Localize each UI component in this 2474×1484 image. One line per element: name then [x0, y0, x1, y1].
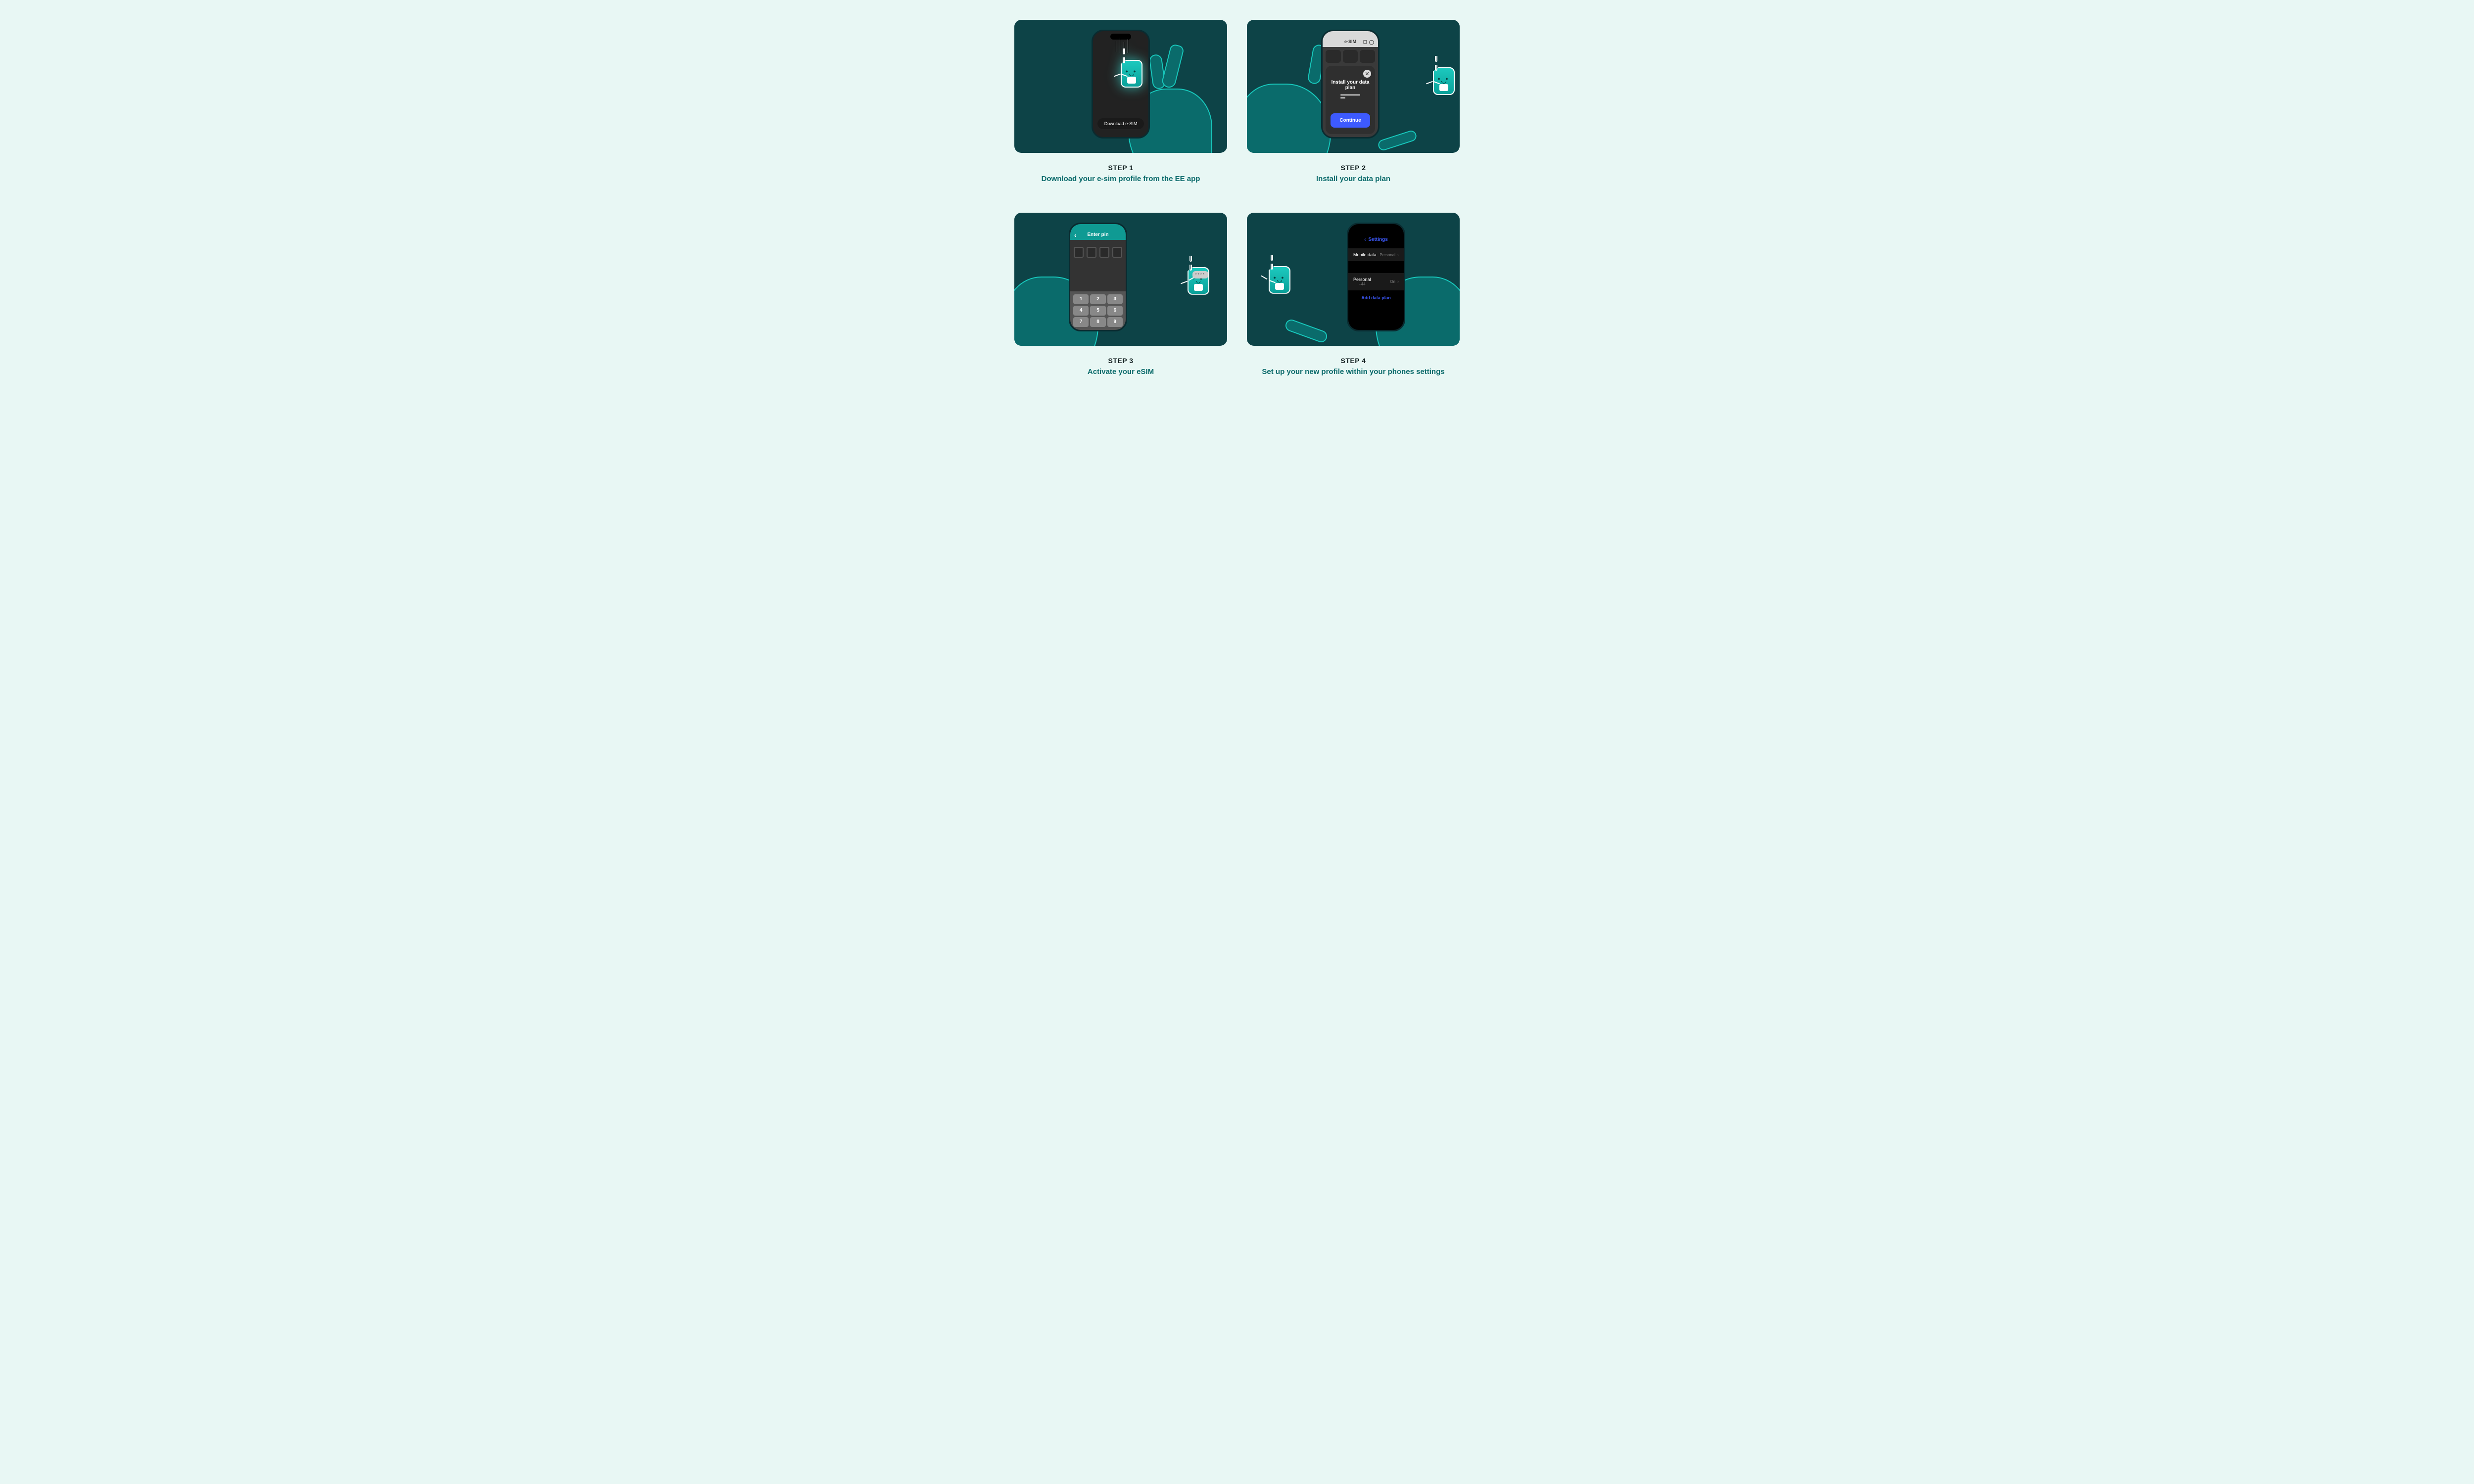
install-sheet: ✕ Install your data plan Continue [1326, 66, 1375, 134]
key-7[interactable]: 7 [1073, 317, 1089, 327]
key-1[interactable]: 1 [1073, 294, 1089, 304]
phone-mockup: ● ● Download e-SIM [1092, 30, 1150, 139]
phone-mockup: ‹ Enter pin 1 2 3 4 5 6 [1069, 223, 1127, 331]
sim-character-icon: ● ● [1121, 60, 1142, 88]
hand-illustration [1161, 44, 1185, 89]
bag-icon: ☐ [1363, 40, 1367, 45]
key-8[interactable]: 8 [1090, 317, 1105, 327]
step-3-label: STEP 3 [1014, 357, 1227, 365]
hand-illustration [1377, 129, 1418, 152]
row-value: On [1390, 279, 1395, 284]
phone-mockup: ‹ Settings Mobile data Personal› Persona… [1347, 223, 1405, 331]
step-1-description: Download your e-sim profile from the EE … [1014, 175, 1227, 183]
phone-mockup: e-SIM ☐ ◯ ✕ Install your data plan [1321, 30, 1380, 139]
step-2-panel: e-SIM ☐ ◯ ✕ Install your data plan [1247, 20, 1460, 153]
key-3[interactable]: 3 [1107, 294, 1123, 304]
key-9[interactable]: 9 [1107, 317, 1123, 327]
key-4[interactable]: 4 [1073, 306, 1089, 316]
row-sublabel: +44 [1353, 282, 1371, 286]
steps-grid: ● ● Download e-SIM STEP 1 Download [1014, 20, 1460, 376]
step-4-description: Set up your new profile within your phon… [1247, 368, 1460, 376]
step-4: ‹ Settings Mobile data Personal› Persona… [1247, 213, 1460, 376]
step-3: ‹ Enter pin 1 2 3 4 5 6 [1014, 213, 1227, 376]
mobile-data-row[interactable]: Mobile data Personal› [1348, 248, 1404, 261]
download-esim-button[interactable]: Download e-SIM [1097, 118, 1144, 129]
add-data-plan-link[interactable]: Add data plan [1348, 290, 1404, 305]
sim-character-icon: ● ● [1269, 266, 1290, 294]
screen-header-title: e-SIM [1344, 39, 1356, 44]
step-2: e-SIM ☐ ◯ ✕ Install your data plan [1247, 20, 1460, 183]
phone-screen: ‹ Settings Mobile data Personal› Persona… [1348, 224, 1404, 330]
settings-back-link[interactable]: Settings [1368, 237, 1387, 242]
enter-pin-title: Enter pin [1087, 232, 1108, 237]
row-value: Personal [1380, 253, 1395, 257]
row-label: Personal [1353, 277, 1371, 282]
phone-screen: e-SIM ☐ ◯ ✕ Install your data plan [1323, 31, 1378, 137]
chevron-right-icon: › [1397, 279, 1399, 284]
numeric-keypad[interactable]: 1 2 3 4 5 6 7 8 9 [1070, 291, 1126, 330]
hand-illustration [1284, 318, 1329, 344]
step-2-label: STEP 2 [1247, 164, 1460, 172]
back-icon[interactable]: ‹ [1074, 232, 1076, 239]
continue-button[interactable]: Continue [1331, 113, 1370, 128]
user-icon: ◯ [1369, 40, 1374, 45]
personal-row[interactable]: Personal +44 On› [1348, 273, 1404, 290]
close-icon[interactable]: ✕ [1363, 70, 1371, 78]
key-2[interactable]: 2 [1090, 294, 1105, 304]
chevron-right-icon: › [1397, 252, 1399, 257]
step-1-panel: ● ● Download e-SIM [1014, 20, 1227, 153]
key-5[interactable]: 5 [1090, 306, 1105, 316]
phone-screen: ● ● Download e-SIM [1093, 31, 1148, 137]
password-hint-icon: **** [1192, 271, 1208, 278]
step-1-label: STEP 1 [1014, 164, 1227, 172]
step-3-description: Activate your eSIM [1014, 368, 1227, 376]
row-label: Mobile data [1353, 252, 1377, 257]
step-1: ● ● Download e-SIM STEP 1 Download [1014, 20, 1227, 183]
pin-input[interactable] [1070, 240, 1126, 265]
hand-illustration [1247, 84, 1331, 153]
sheet-title: Install your data plan [1331, 80, 1370, 91]
step-2-description: Install your data plan [1247, 175, 1460, 183]
step-4-label: STEP 4 [1247, 357, 1460, 365]
step-4-panel: ‹ Settings Mobile data Personal› Persona… [1247, 213, 1460, 346]
sim-character-icon: ● ● [1433, 67, 1455, 95]
phone-screen: ‹ Enter pin 1 2 3 4 5 6 [1070, 224, 1126, 330]
key-6[interactable]: 6 [1107, 306, 1123, 316]
step-3-panel: ‹ Enter pin 1 2 3 4 5 6 [1014, 213, 1227, 346]
back-icon[interactable]: ‹ [1364, 237, 1366, 242]
